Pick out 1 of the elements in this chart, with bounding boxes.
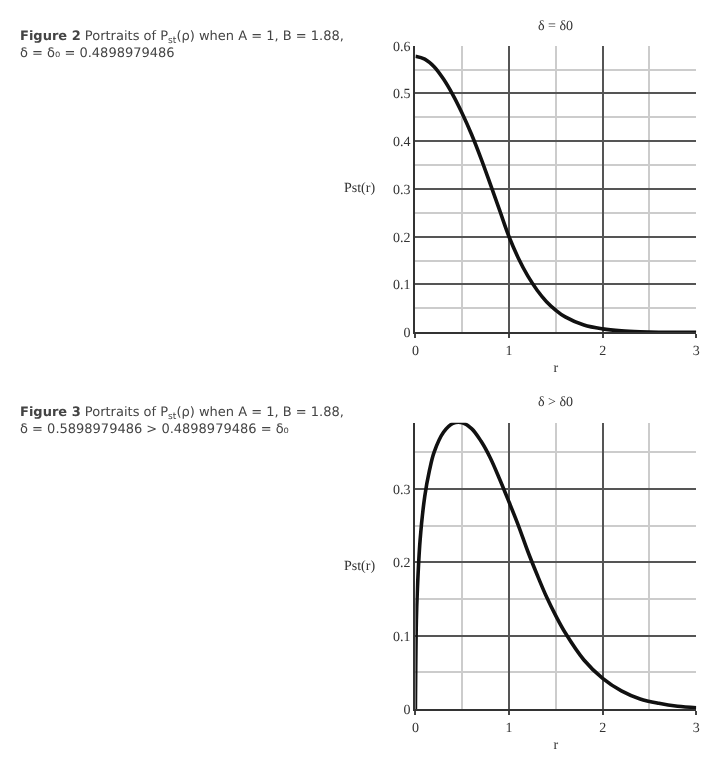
line-series (415, 422, 697, 710)
